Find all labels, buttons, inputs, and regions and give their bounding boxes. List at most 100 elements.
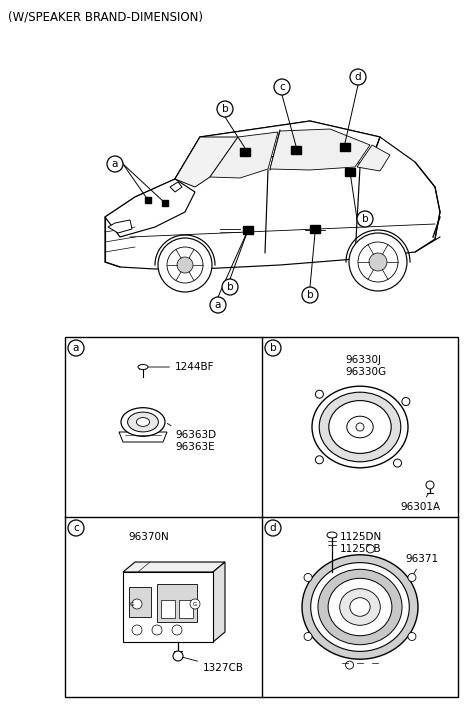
Bar [65,337,458,697]
Circle shape [265,340,281,356]
Text: 1244BF: 1244BF [148,362,214,372]
Ellipse shape [340,589,380,625]
Polygon shape [213,562,225,642]
Circle shape [350,69,366,85]
Ellipse shape [347,416,373,438]
Text: G: G [193,601,197,606]
Polygon shape [105,121,440,269]
Polygon shape [170,182,182,192]
Text: c: c [279,82,285,92]
Circle shape [173,651,183,661]
Text: d: d [355,72,361,82]
Circle shape [402,398,410,406]
Ellipse shape [302,555,418,659]
Circle shape [217,101,233,117]
Bar [179,600,193,618]
Text: b: b [307,290,313,300]
Text: G: G [130,601,134,606]
Circle shape [68,340,84,356]
Polygon shape [270,129,370,170]
Bar [129,587,151,617]
Circle shape [408,574,416,582]
Ellipse shape [311,563,409,651]
Ellipse shape [318,569,402,645]
Circle shape [222,279,238,295]
Text: 1125DN
1125DB: 1125DN 1125DB [340,532,382,553]
Circle shape [304,574,312,582]
Ellipse shape [121,408,165,436]
Circle shape [369,253,387,271]
Polygon shape [175,121,380,179]
Polygon shape [123,562,225,572]
Polygon shape [175,137,238,187]
Text: b: b [269,343,276,353]
Text: d: d [269,523,276,533]
Circle shape [132,599,142,609]
Circle shape [177,257,193,273]
Circle shape [394,459,402,467]
Circle shape [358,242,398,282]
Circle shape [426,481,434,489]
Polygon shape [210,132,278,178]
Circle shape [158,238,212,292]
Polygon shape [310,225,320,233]
Text: 96370N: 96370N [128,532,169,542]
Polygon shape [162,200,168,206]
Text: b: b [226,282,234,292]
Circle shape [315,390,324,398]
Text: 96330J
96330G: 96330J 96330G [345,355,386,377]
Ellipse shape [329,401,391,454]
Circle shape [107,156,123,172]
Circle shape [315,456,324,464]
Circle shape [152,625,162,635]
Text: b: b [222,104,228,114]
Circle shape [274,79,290,95]
Text: 1327CB: 1327CB [181,656,244,673]
Bar [161,600,175,618]
Ellipse shape [327,532,337,538]
Bar [123,572,213,642]
Circle shape [172,625,182,635]
Ellipse shape [127,412,158,432]
Text: a: a [73,343,79,353]
Circle shape [304,632,312,640]
Ellipse shape [136,417,149,427]
Circle shape [408,632,416,640]
Text: (W/SPEAKER BRAND-DIMENSION): (W/SPEAKER BRAND-DIMENSION) [8,10,203,23]
Circle shape [346,661,354,669]
Circle shape [210,297,226,313]
Polygon shape [108,220,132,233]
Polygon shape [357,145,390,171]
Polygon shape [243,226,253,234]
Polygon shape [340,143,350,151]
Circle shape [357,211,373,227]
Circle shape [190,599,200,609]
Polygon shape [345,168,355,176]
Circle shape [349,233,407,291]
Circle shape [356,423,364,431]
Text: 96363D
96363E: 96363D 96363E [167,423,216,451]
Ellipse shape [350,598,370,616]
Ellipse shape [138,364,148,369]
Polygon shape [291,146,301,154]
Ellipse shape [312,386,408,467]
Circle shape [132,625,142,635]
Text: a: a [112,159,118,169]
Circle shape [302,287,318,303]
Polygon shape [105,179,195,237]
Text: 96371: 96371 [402,554,439,595]
Bar [157,584,197,622]
Text: c: c [73,523,79,533]
Circle shape [167,247,203,283]
Ellipse shape [328,578,392,635]
Circle shape [68,520,84,536]
Polygon shape [119,432,167,442]
Polygon shape [145,197,151,203]
Text: b: b [361,214,368,224]
Text: 96301A: 96301A [400,494,440,512]
Ellipse shape [319,392,401,462]
Polygon shape [240,148,250,156]
Circle shape [265,520,281,536]
Text: a: a [215,300,221,310]
Circle shape [367,545,375,553]
